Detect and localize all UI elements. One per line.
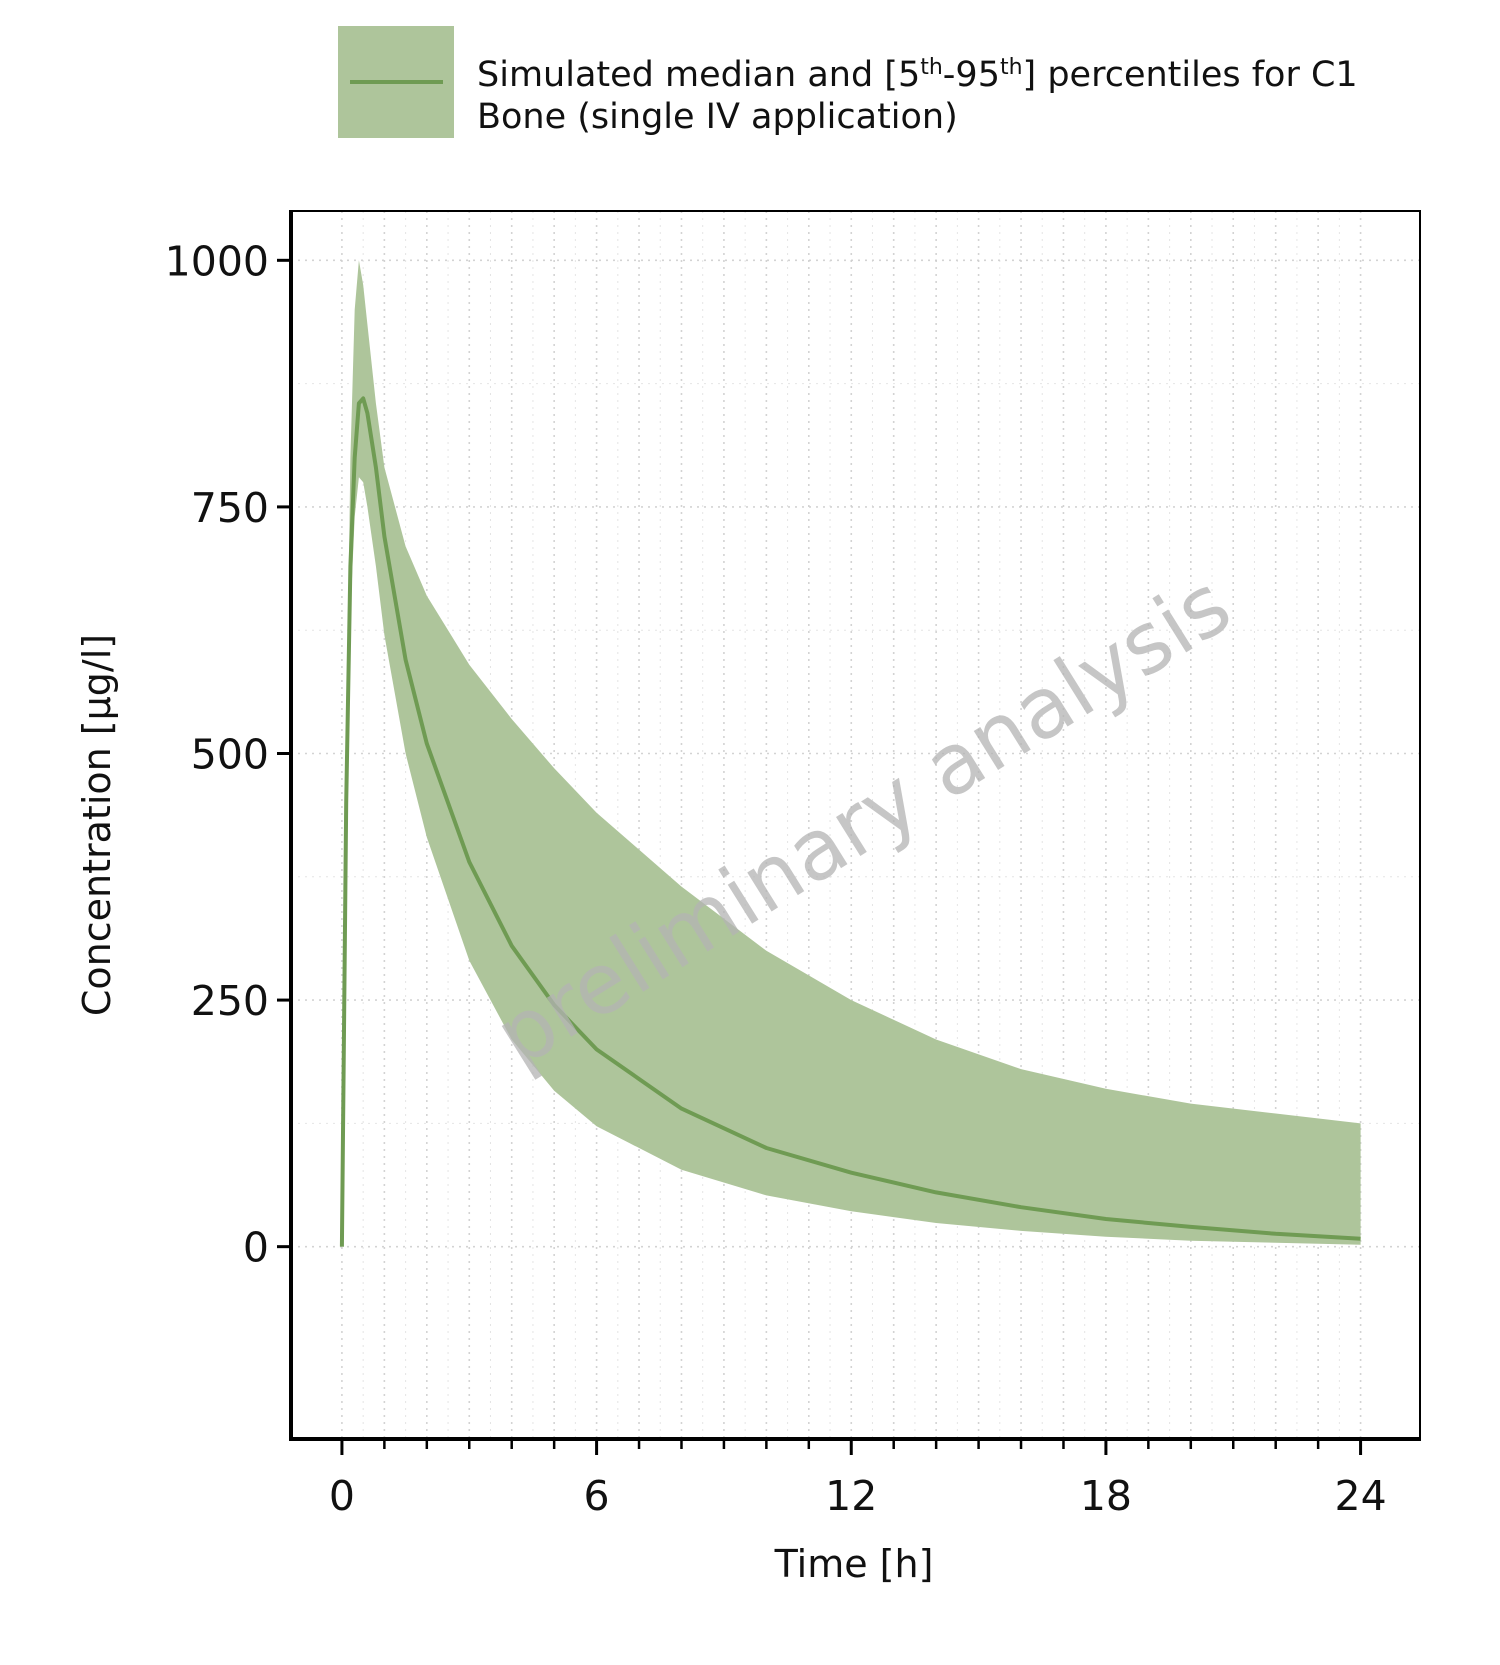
x-tick-label: 18 bbox=[1080, 1472, 1132, 1520]
grid bbox=[291, 211, 1420, 1439]
x-axis-title: Time [h] bbox=[774, 1542, 934, 1586]
percentile-band bbox=[341, 260, 1361, 1247]
legend-label-part2: -95 bbox=[943, 55, 1000, 95]
legend-label-part3: ] percentiles for C1 bbox=[1023, 55, 1358, 95]
y-tick-label: 1000 bbox=[165, 237, 269, 285]
legend-label-line1: Simulated median and [5th-95th] percenti… bbox=[477, 55, 1358, 95]
y-axis-ticks: 0 250 500 750 1000 bbox=[165, 237, 291, 1272]
median-line bbox=[339, 396, 1361, 1247]
y-tick-label: 0 bbox=[243, 1224, 269, 1272]
percentile-band-layer bbox=[341, 260, 1361, 1247]
legend-label-sup1: th bbox=[920, 55, 943, 80]
x-axis-ticks: 0 6 12 18 24 bbox=[329, 1439, 1387, 1520]
median-line-layer bbox=[339, 396, 1361, 1247]
x-tick-label: 0 bbox=[329, 1472, 355, 1520]
legend-label-part1: Simulated median and [5 bbox=[477, 55, 920, 95]
legend-label-line2: Bone (single IV application) bbox=[477, 97, 958, 137]
y-axis-title: Concentration [µg/l] bbox=[75, 634, 119, 1016]
x-tick-label: 6 bbox=[584, 1472, 610, 1520]
legend: Simulated median and [5th-95th] percenti… bbox=[338, 26, 1358, 138]
x-tick-label: 12 bbox=[825, 1472, 877, 1520]
y-tick-label: 500 bbox=[191, 730, 269, 778]
y-tick-label: 250 bbox=[191, 977, 269, 1025]
legend-label-sup2: th bbox=[1000, 55, 1023, 80]
y-tick-label: 750 bbox=[191, 484, 269, 532]
x-tick-label: 24 bbox=[1334, 1472, 1386, 1520]
